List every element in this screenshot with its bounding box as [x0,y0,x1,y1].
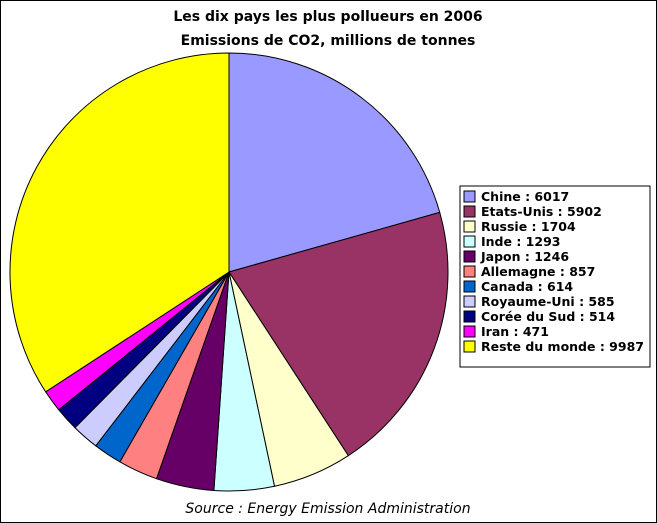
legend-swatch-1 [463,205,476,218]
chart-subtitle: Emissions de CO2, millions de tonnes [181,33,476,49]
legend-label-4: Japon : 1246 [480,249,569,264]
legend-swatch-2 [463,220,476,233]
legend-label-9: Iran : 471 [481,324,549,339]
pie-slice-0 [228,52,441,273]
legend-label-0: Chine : 6017 [481,189,569,204]
legend-swatch-7 [463,295,476,308]
chart-title: Les dix pays les plus pollueurs en 2006 [173,9,482,25]
legend-swatch-3 [463,235,476,248]
legend-swatch-0 [463,190,476,203]
legend-label-5: Allemagne : 857 [481,264,595,279]
legend-swatch-4 [463,250,476,263]
pie-slice-1 [228,211,449,457]
legend-label-3: Inde : 1293 [481,234,560,249]
source-note: Source : Energy Emission Administration [185,501,470,517]
legend-swatch-9 [463,325,476,338]
legend-label-6: Canada : 614 [481,279,573,294]
legend-box [459,185,651,368]
legend-swatch-5 [463,265,476,278]
legend-label-7: Royaume-Uni : 585 [481,294,615,309]
legend-label-1: Etats-Unis : 5902 [481,204,602,219]
legend-swatch-8 [463,310,476,323]
legend-swatch-6 [463,280,476,293]
legend-label-2: Russie : 1704 [481,219,576,234]
pie-slice-10 [9,52,230,393]
legend-label-10: Reste du monde : 9987 [481,339,644,354]
legend-label-8: Corée du Sud : 514 [481,309,615,324]
pie-slices [9,52,449,492]
legend-swatch-10 [463,340,476,353]
